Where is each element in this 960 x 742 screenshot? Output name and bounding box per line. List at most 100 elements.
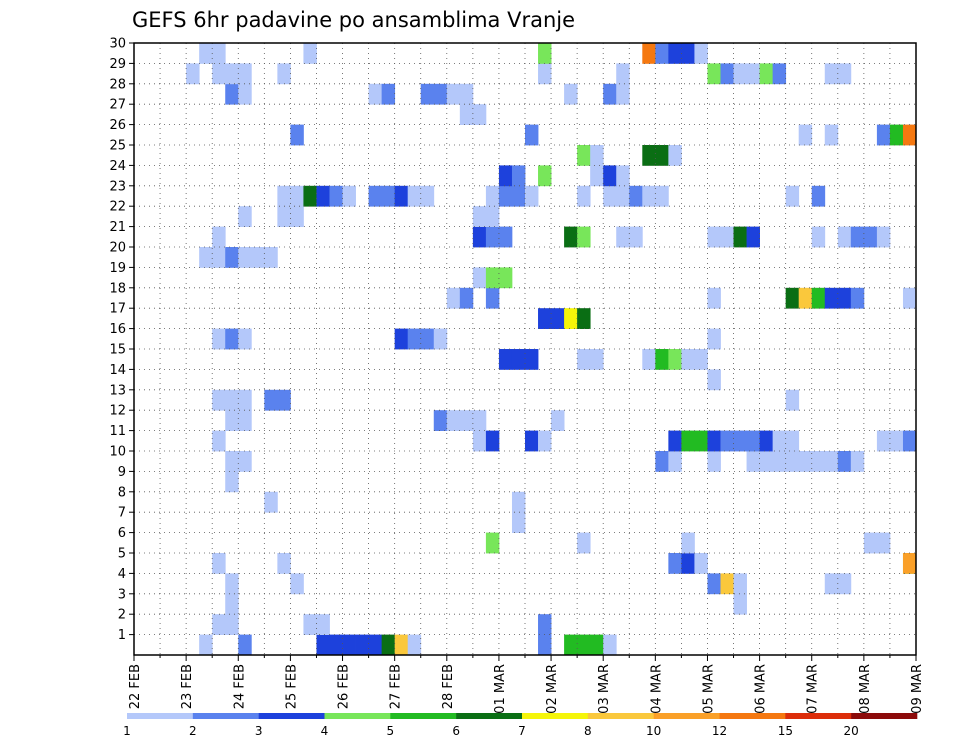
x-tick-label: 23 FEB (180, 664, 195, 709)
heat-cell (407, 328, 422, 350)
y-tick-label: 1 (118, 628, 126, 643)
heat-cell (876, 430, 891, 452)
heat-cell (355, 634, 369, 656)
gridlines (134, 43, 916, 655)
y-tick-label: 16 (109, 322, 126, 337)
heat-cell (394, 328, 409, 350)
y-tick-label: 12 (109, 404, 126, 419)
heat-cell (303, 185, 317, 207)
x-tick-label: 27 FEB (389, 664, 404, 709)
heat-cell (694, 430, 708, 452)
heat-cell (707, 226, 721, 248)
heat-cell (733, 63, 747, 85)
heat-cell (225, 83, 239, 105)
y-tick-label: 15 (109, 343, 126, 358)
heat-cell (798, 451, 813, 472)
heat-cell (707, 573, 721, 595)
heat-cell (316, 634, 330, 656)
x-tick-label: 03 MAR (597, 664, 612, 714)
heat-cell (238, 206, 252, 227)
colorbar-label: 8 (584, 724, 592, 738)
heat-cell (238, 410, 252, 431)
heat-cell (511, 512, 526, 533)
heat-cell (876, 226, 891, 248)
heat-cell (277, 553, 291, 574)
heat-cell (368, 634, 383, 656)
heat-cell (902, 124, 917, 146)
y-tick-label: 5 (118, 547, 126, 562)
heat-cell (655, 43, 669, 64)
heat-cell (525, 349, 539, 370)
colorbar-swatch (456, 713, 523, 719)
heat-cell (590, 349, 604, 370)
heat-cell (629, 185, 643, 207)
heat-cell (733, 593, 747, 615)
colorbar-swatch (522, 713, 589, 719)
heat-cell (538, 165, 552, 187)
heat-cell (616, 63, 630, 85)
heat-cell (850, 287, 865, 309)
heat-cell (225, 471, 239, 493)
heat-cell (459, 287, 474, 309)
heat-cell (655, 349, 669, 370)
heat-cell (590, 145, 604, 166)
heat-cell (772, 451, 787, 472)
y-tick-label: 2 (118, 608, 126, 623)
heat-cell (485, 430, 500, 452)
heat-cell (590, 165, 604, 187)
x-tick-label: 06 MAR (754, 664, 769, 714)
heat-cell (655, 185, 669, 207)
heat-cell (368, 83, 383, 105)
heat-cell (472, 410, 487, 431)
heat-cell (707, 430, 721, 452)
y-tick-label: 6 (118, 526, 126, 541)
heat-cell (472, 226, 487, 248)
heat-cell (902, 553, 917, 574)
heat-cell (225, 63, 239, 85)
heat-cell (577, 226, 591, 248)
heat-cell (577, 532, 591, 554)
heat-cell (616, 83, 630, 105)
heat-cell (485, 532, 500, 554)
heat-cell (433, 410, 448, 431)
colorbar-swatch (192, 713, 259, 719)
heat-cell (303, 43, 317, 64)
heat-cell (681, 43, 695, 64)
heat-cell (225, 328, 239, 350)
heat-cell (238, 247, 252, 268)
heat-cell (498, 349, 513, 370)
colorbar-label: 6 (452, 724, 460, 738)
heat-cell (876, 124, 891, 146)
heat-cell (733, 226, 747, 248)
y-axis-ticks: 1234567891011121314151617181920212223242… (109, 37, 134, 643)
heat-cell (498, 267, 513, 289)
heat-cell (707, 328, 721, 350)
x-tick-label: 08 MAR (858, 664, 873, 714)
heat-cell (564, 83, 578, 105)
heat-cell (746, 63, 760, 85)
heat-cell (824, 573, 839, 595)
heat-cell (212, 226, 226, 248)
x-tick-label: 25 FEB (284, 664, 299, 709)
heat-cell (759, 63, 774, 85)
heat-cell (655, 145, 669, 166)
heat-cell (824, 63, 839, 85)
heat-cell (668, 553, 682, 574)
heat-cell (681, 553, 695, 574)
heat-cell (342, 185, 356, 207)
x-tick-label: 04 MAR (649, 664, 664, 714)
heat-cell (472, 206, 487, 227)
heat-cell (564, 634, 578, 656)
heat-cell (837, 63, 852, 85)
heat-cell (590, 634, 604, 656)
heat-cell (577, 308, 591, 329)
heat-cell (511, 165, 526, 187)
heat-cell (199, 43, 213, 64)
heat-cell (498, 226, 513, 248)
heat-cell (616, 165, 630, 187)
heat-cell (394, 634, 409, 656)
heat-cell (446, 83, 461, 105)
x-tick-label: 01 MAR (493, 664, 508, 714)
heat-cell (420, 83, 435, 105)
heat-cell (668, 145, 682, 166)
